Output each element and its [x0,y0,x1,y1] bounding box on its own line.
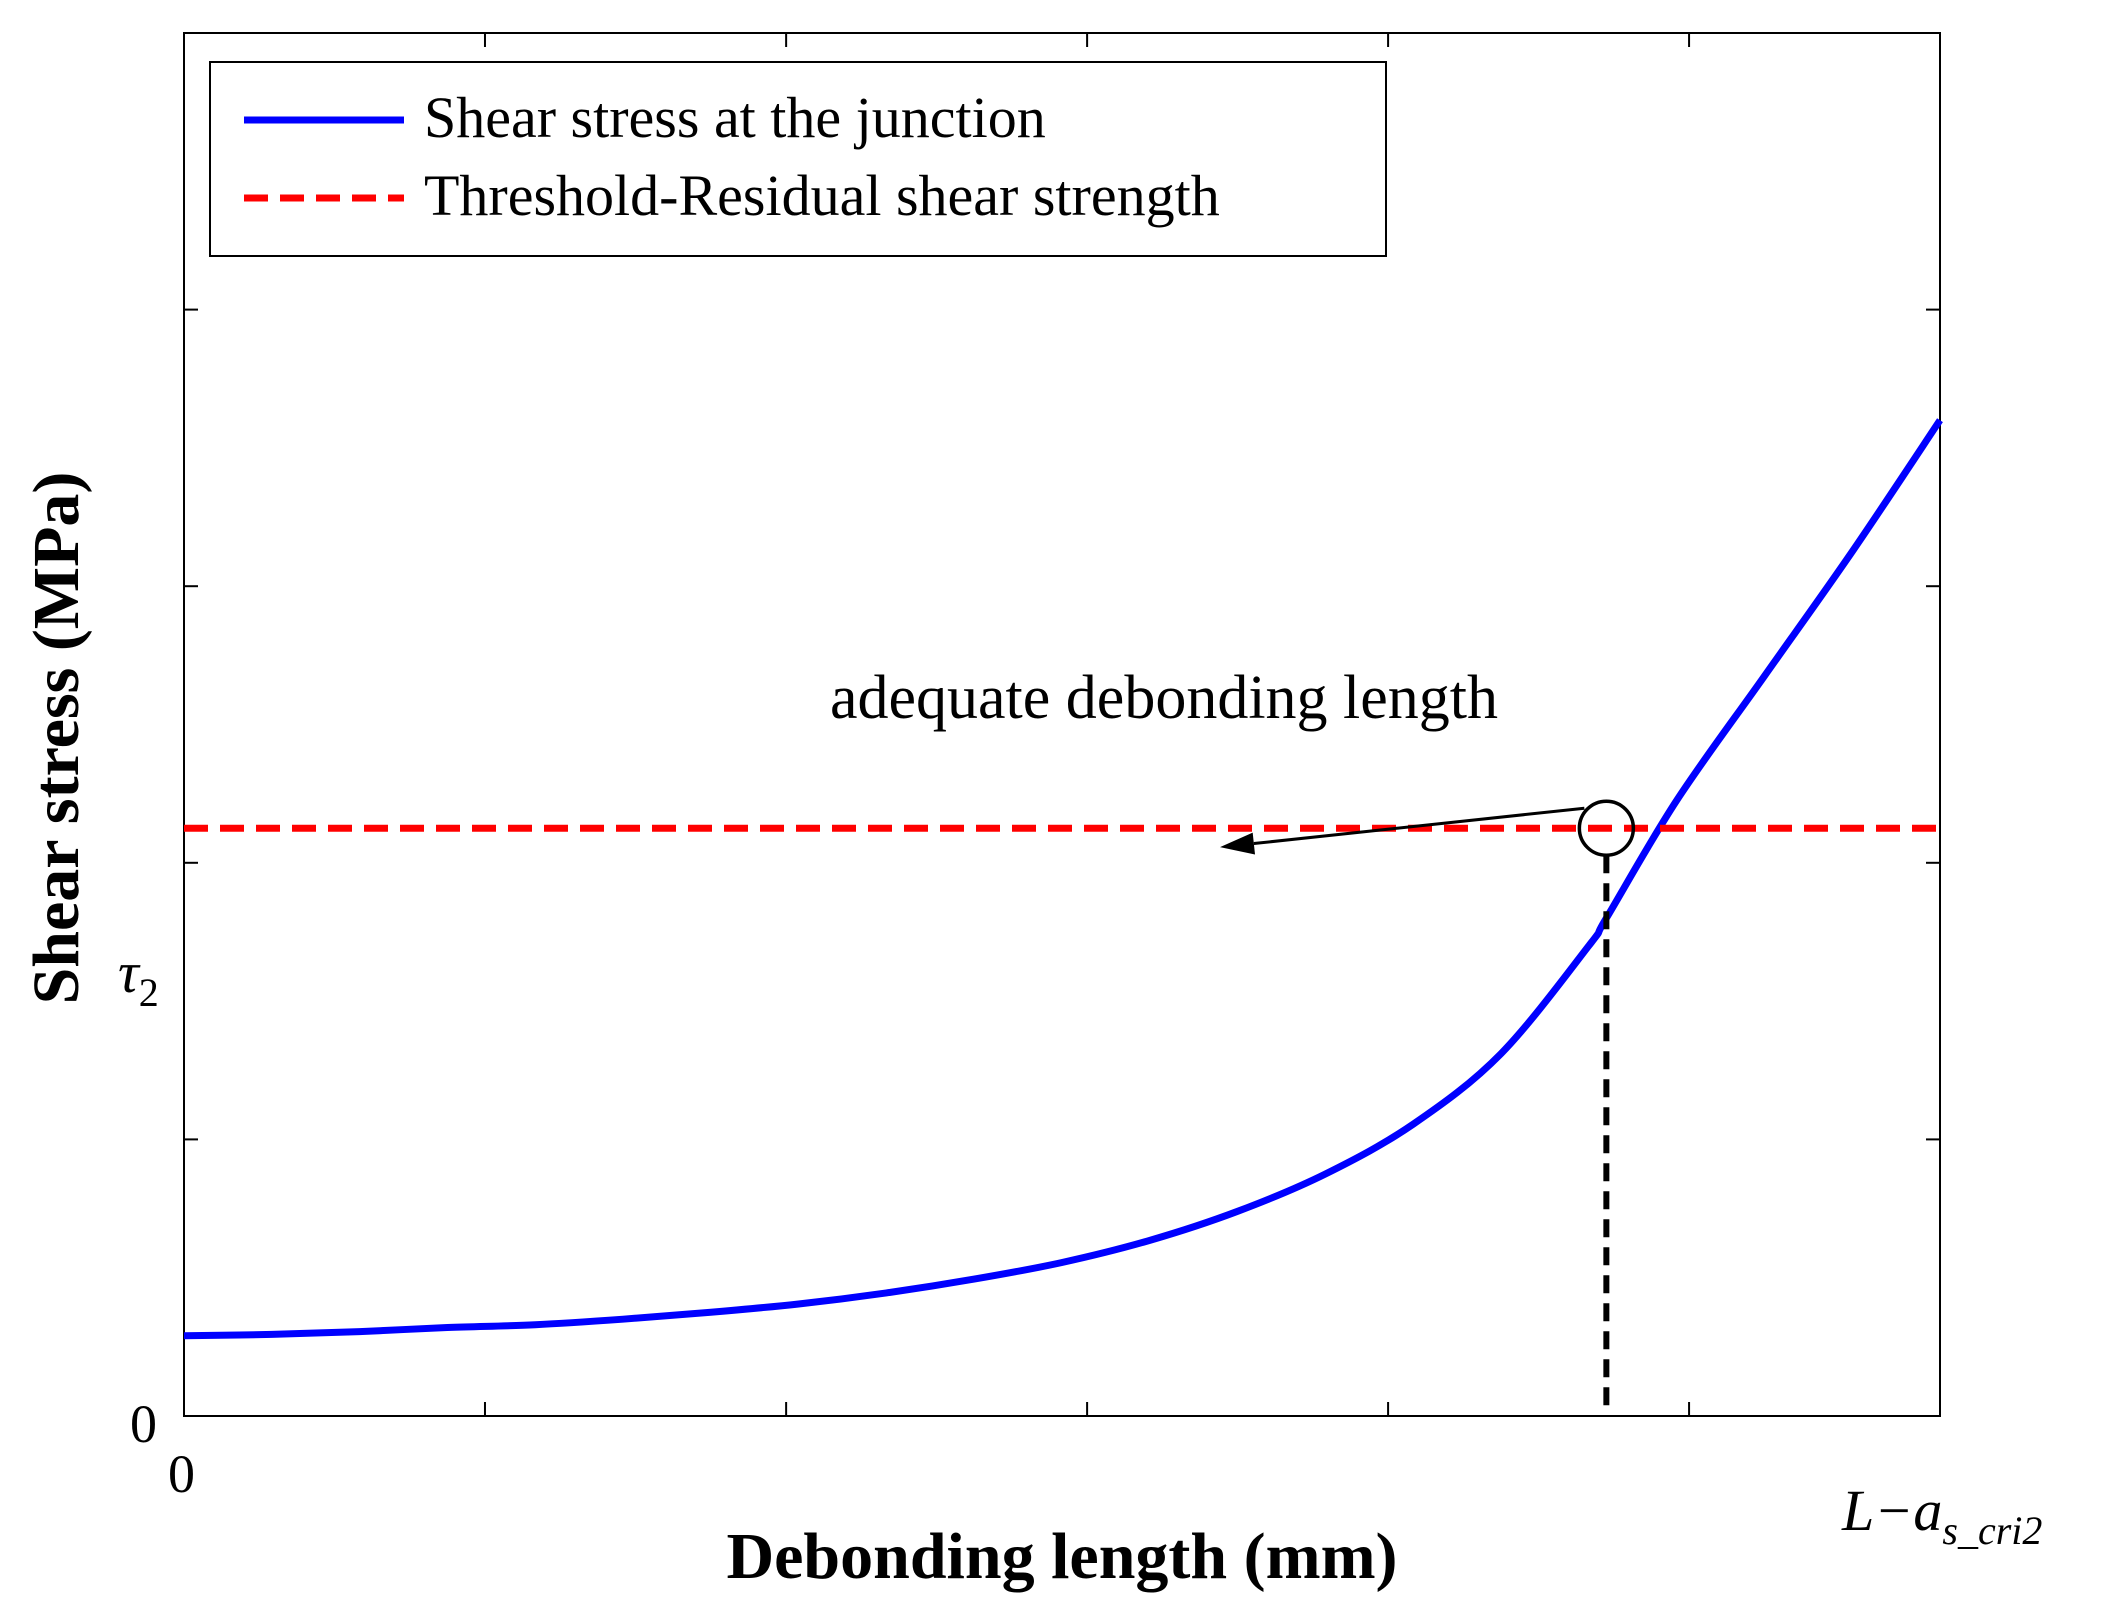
x-axis-label: Debonding length (mm) [726,1520,1397,1593]
series-group [183,418,1943,1340]
annotation: adequate debonding length [830,664,1636,1416]
axis-ticks [183,32,1941,1417]
plot-area [183,32,1941,1417]
annotation-arrow [1253,806,1585,846]
legend-label-threshold: Threshold-Residual shear strength [424,163,1220,228]
legend-label-shear-stress: Shear stress at the junction [424,85,1046,150]
y-axis-label: Shear stress (MPa) [20,472,93,1005]
y-tick-label-tau2: τ2 [118,940,159,1015]
legend: Shear stress at the junction Threshold-R… [209,61,1387,257]
x-tick-label-end-main: L−a [1841,1478,1942,1543]
legend-box [209,61,1387,257]
y-tick-label-tau2-sub: 2 [139,970,159,1015]
y-tick-label-tau2-main: τ [118,940,141,1005]
y-tick-label-0: 0 [130,1394,157,1454]
series-line-shear-stress [183,418,1943,1340]
x-tick-label-end: L−as_cri2 [1841,1478,2042,1553]
annotation-label: adequate debonding length [830,664,1498,732]
x-tick-label-end-sub: s_cri2 [1942,1508,2042,1553]
axes-group [183,32,1941,1417]
annotation-arrowhead [1220,832,1256,855]
x-tick-label-0: 0 [168,1444,195,1504]
